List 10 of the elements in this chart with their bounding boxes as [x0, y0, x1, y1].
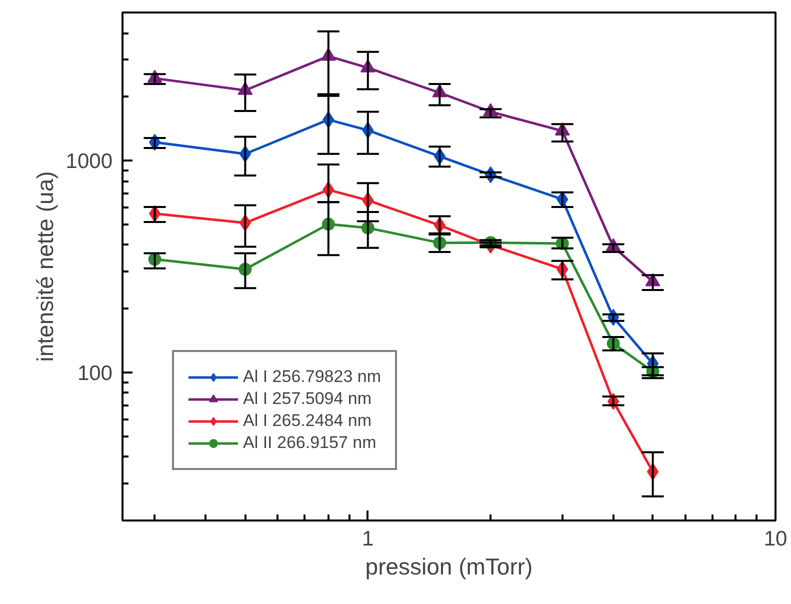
y-axis-title: intensité nette (ua) [32, 171, 58, 362]
legend-label: Al I 256.79823 nm [243, 366, 381, 388]
y-tick-label: 1000 [66, 150, 112, 174]
legend-label: Al I 265.2484 nm [243, 410, 372, 432]
legend-label: Al II 266.9157 nm [243, 432, 376, 454]
y-tick-label: 100 [77, 362, 113, 385]
legend-label: Al I 257.5094 nm [243, 388, 372, 410]
x-axis-title: pression (mTorr) [365, 554, 533, 580]
x-tick-label: 10 [764, 528, 788, 550]
x-tick-label: 1 [362, 528, 374, 550]
